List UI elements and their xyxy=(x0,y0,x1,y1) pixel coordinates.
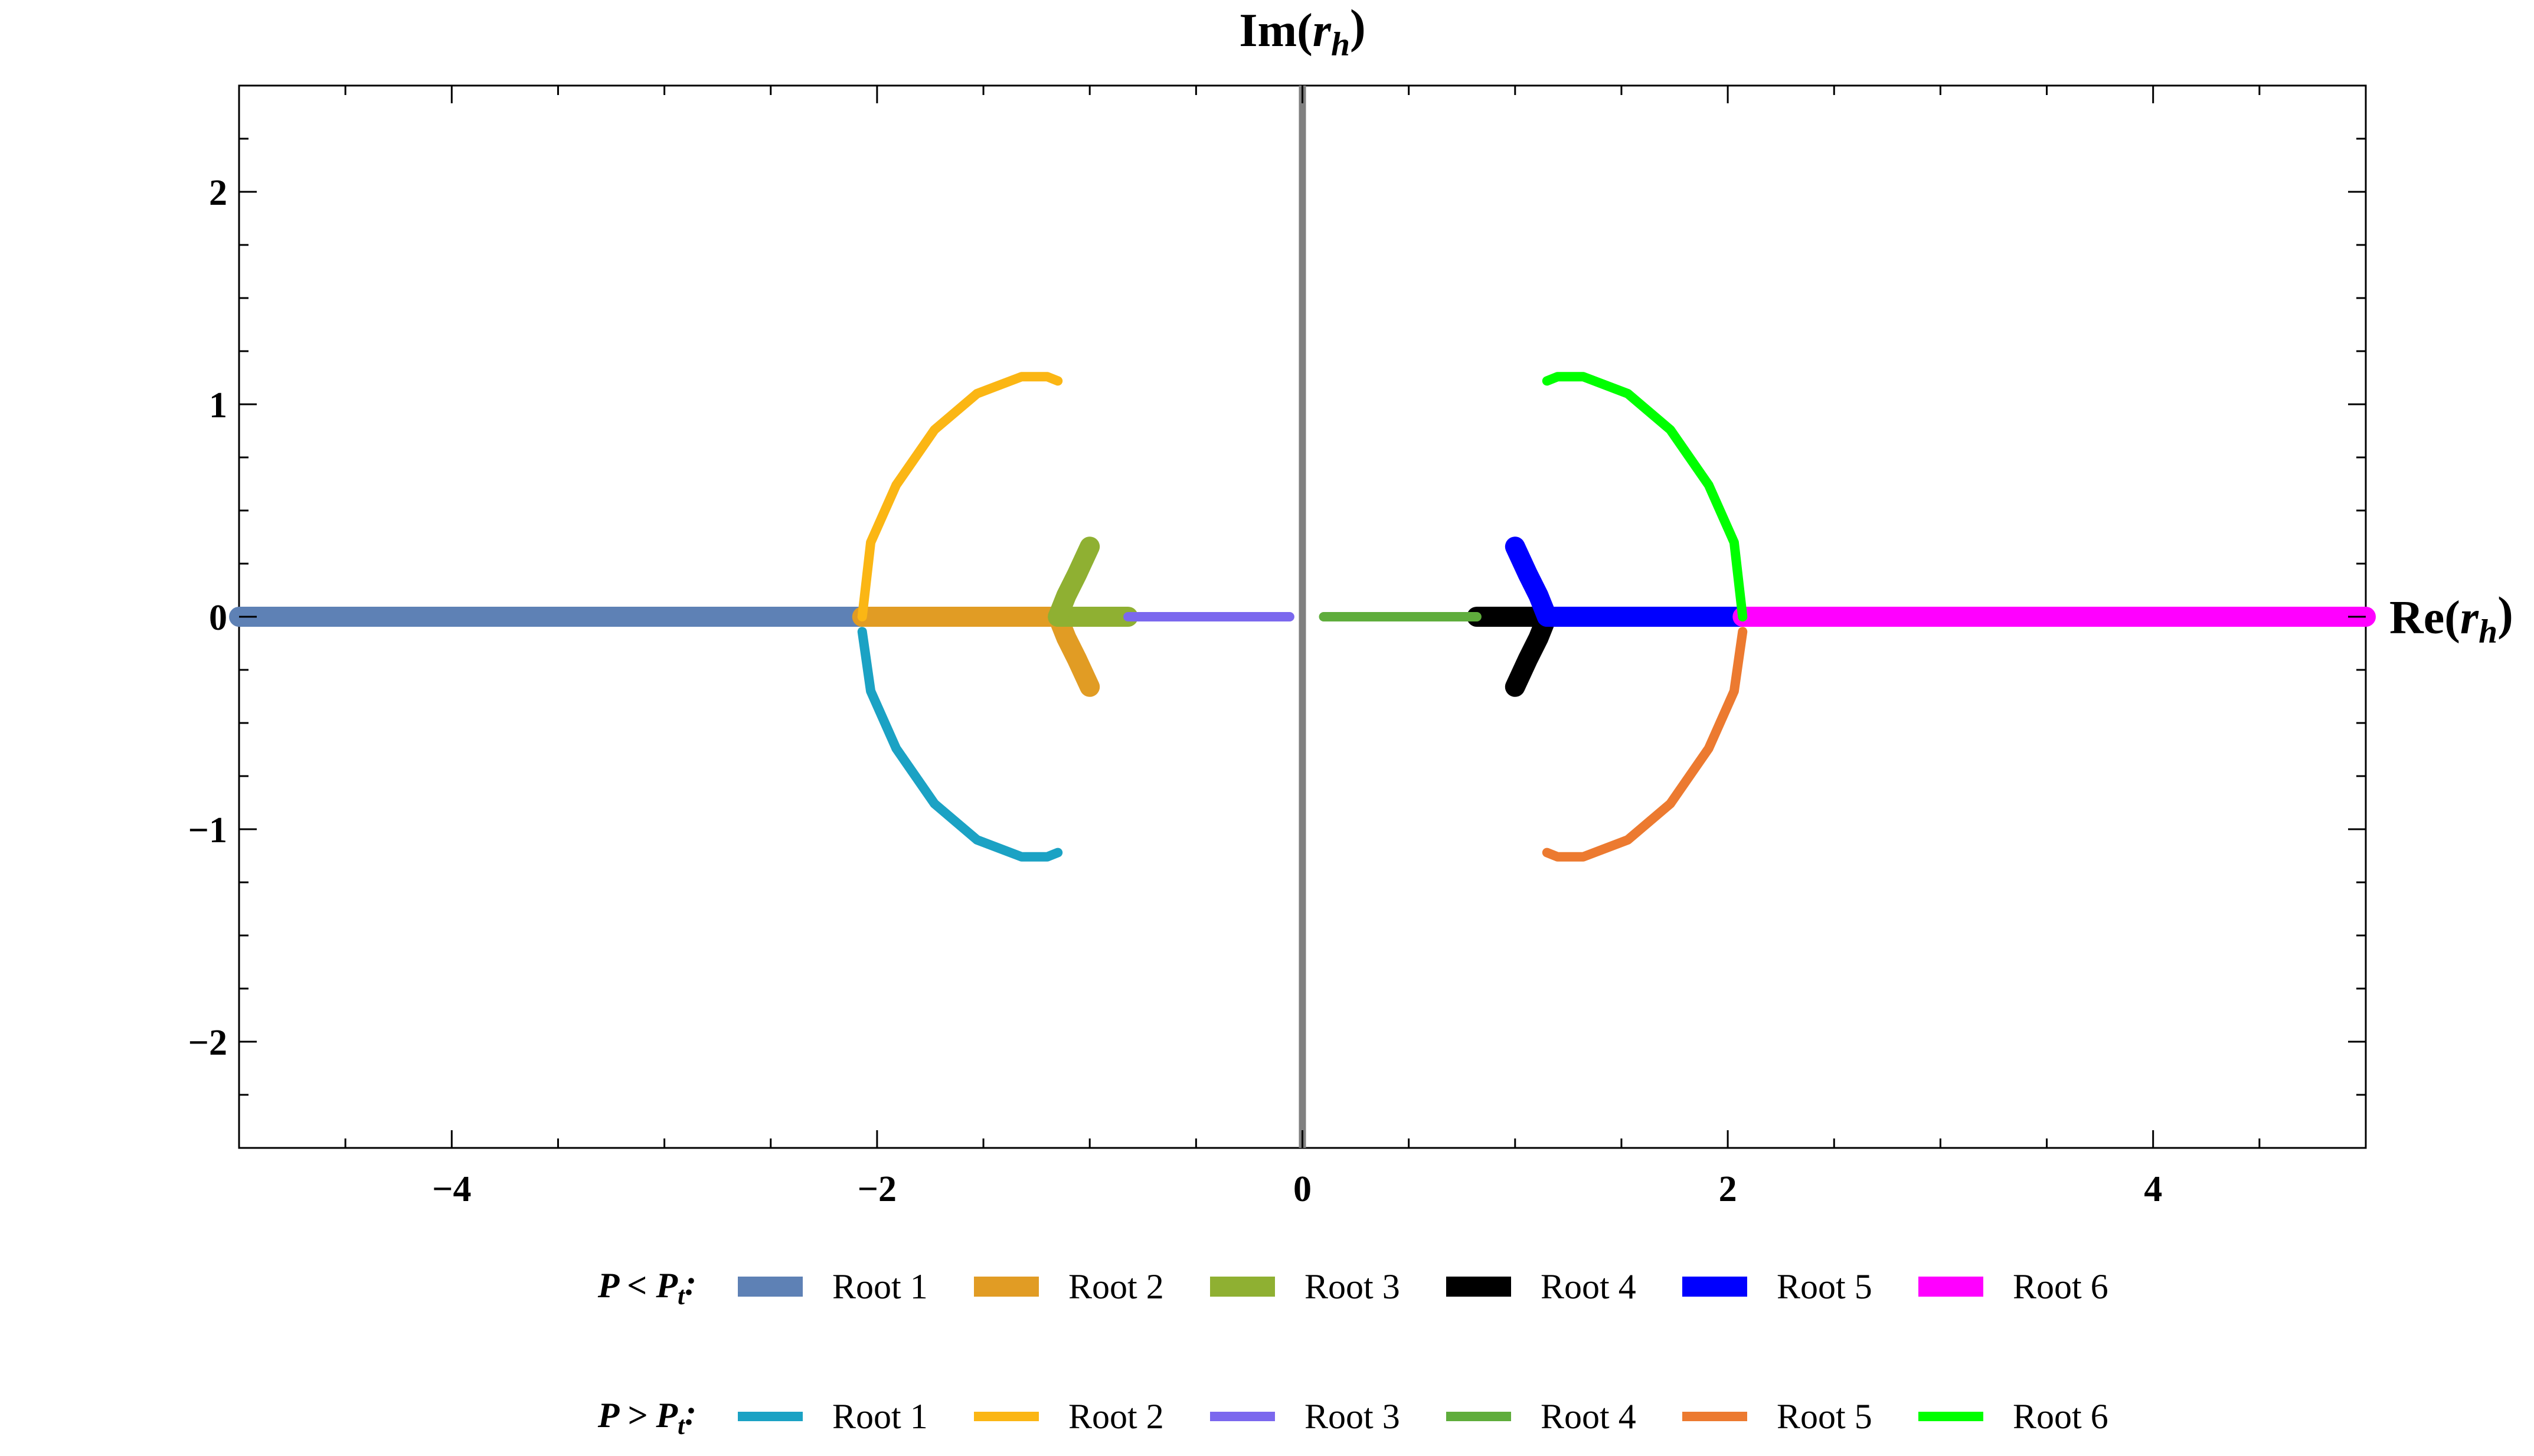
legend-label: Root 4 xyxy=(1541,1397,1636,1436)
y-tick-label: −1 xyxy=(188,810,227,850)
legend-label: Root 3 xyxy=(1304,1267,1400,1306)
legend-label: Root 2 xyxy=(1068,1267,1164,1306)
series-below-pt-root-4-branch-1 xyxy=(1505,607,1557,697)
x-axis-label: Re(rh) xyxy=(2389,588,2513,650)
legend-group-title: P > Pt: xyxy=(597,1393,697,1440)
series-below-pt-root-5-branch-1 xyxy=(1505,536,1557,627)
y-tick-label: 1 xyxy=(209,385,227,426)
series-above-pt-root-6 xyxy=(1542,372,1748,621)
legend-label: Root 6 xyxy=(2013,1267,2108,1306)
legend-label: Root 1 xyxy=(832,1267,928,1306)
x-tick-label: −4 xyxy=(432,1169,471,1209)
series-below-pt-root-2-branch-1 xyxy=(1048,607,1100,697)
legend-label: Root 6 xyxy=(2013,1397,2108,1436)
x-tick-label: 2 xyxy=(1719,1169,1737,1209)
series-below-pt-root-3-branch-1 xyxy=(1048,536,1100,627)
series-above-pt-root-2 xyxy=(857,372,1063,621)
y-tick-label: 0 xyxy=(209,598,227,638)
legend-label: Root 5 xyxy=(1777,1267,1872,1306)
x-tick-label: 0 xyxy=(1293,1169,1312,1209)
legend-label: Root 3 xyxy=(1304,1397,1400,1436)
x-tick-label: 4 xyxy=(2144,1169,2162,1209)
legend-label: Root 2 xyxy=(1068,1397,1164,1436)
legend-group-title: P < Pt: xyxy=(597,1263,697,1310)
y-axis-label: Im(rh) xyxy=(1239,1,1365,63)
x-tick-label: −2 xyxy=(858,1169,897,1209)
series-above-pt-root-5 xyxy=(1542,627,1748,862)
legend-label: Root 5 xyxy=(1777,1397,1872,1436)
legend-label: Root 1 xyxy=(832,1397,928,1436)
y-tick-label: 2 xyxy=(209,173,227,213)
series-above-pt-root-1 xyxy=(857,627,1063,862)
y-tick-label: −2 xyxy=(188,1023,227,1063)
legend-label: Root 4 xyxy=(1541,1267,1636,1306)
